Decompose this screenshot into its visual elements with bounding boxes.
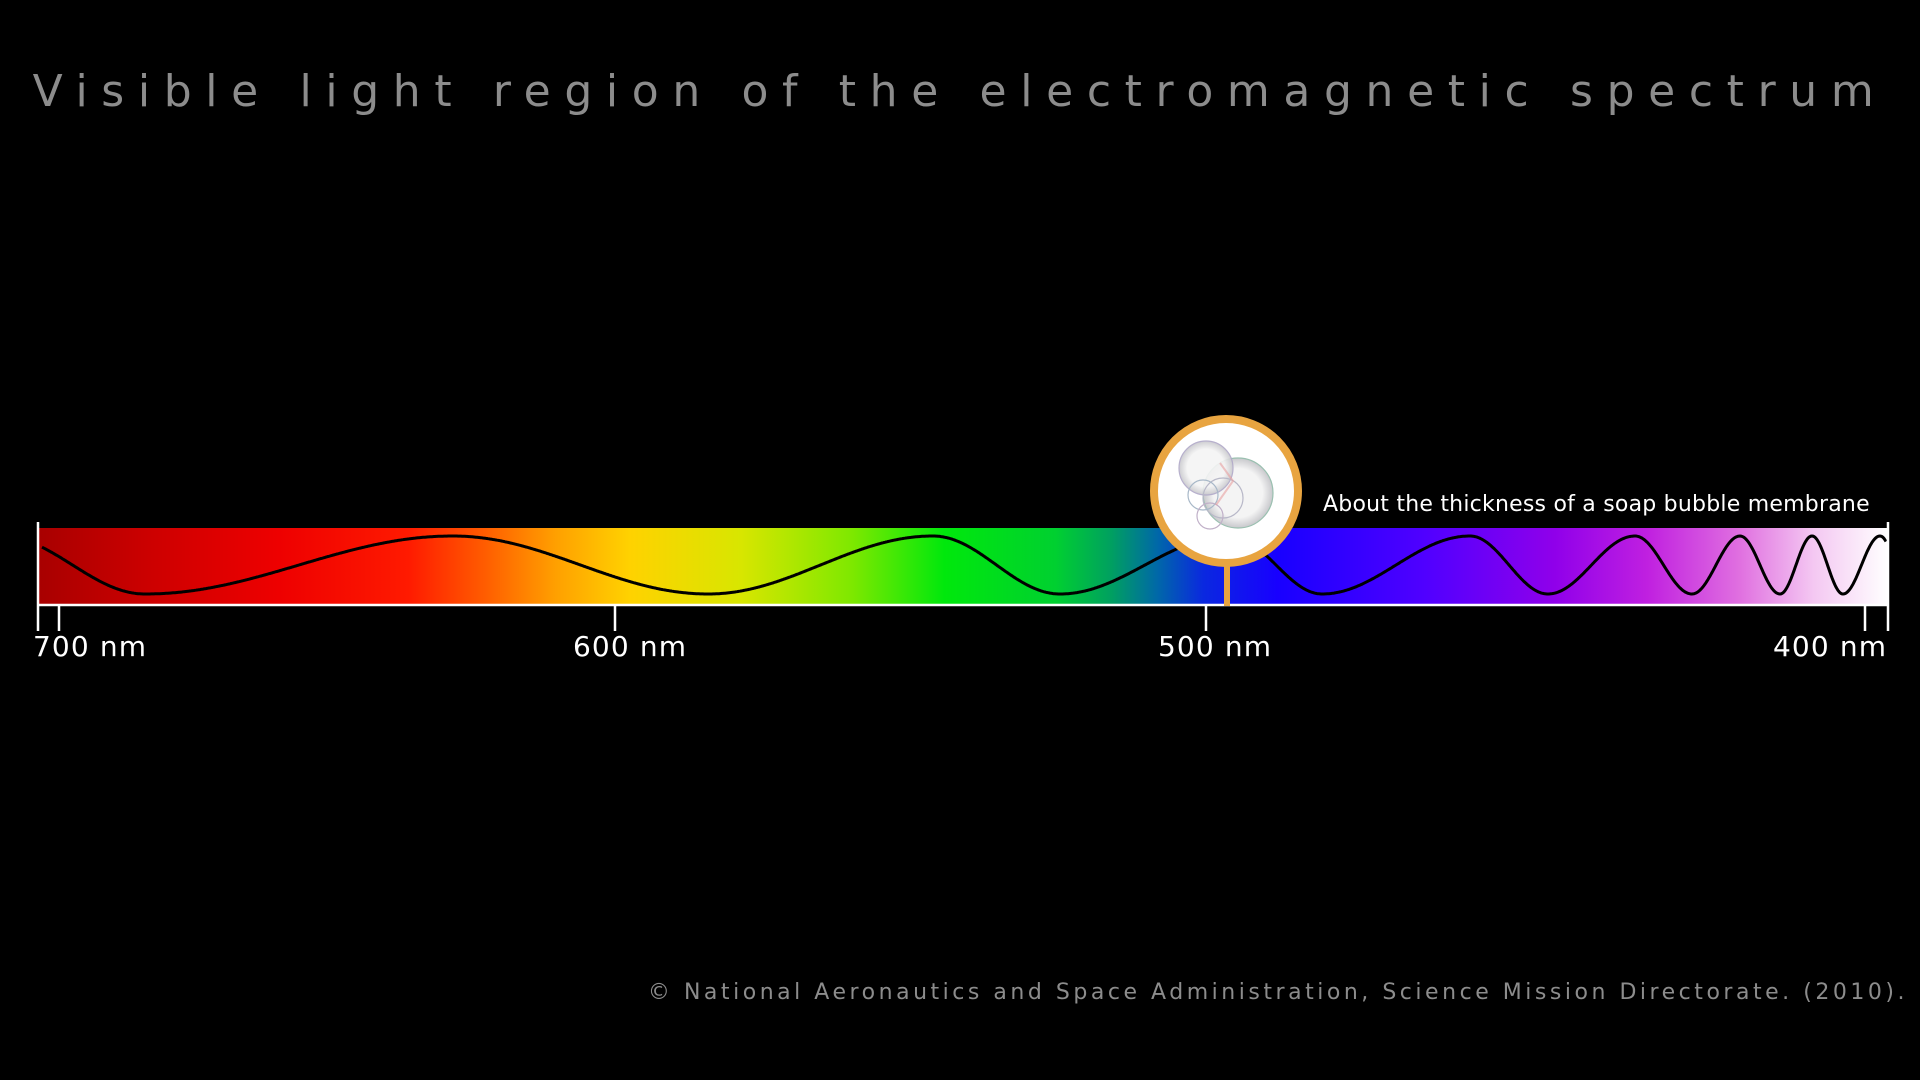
tick-label-700: 700 nm	[33, 630, 148, 663]
marker-stem	[1224, 565, 1230, 606]
tick-label-400: 400 nm	[1773, 630, 1888, 663]
copyright-notice: © National Aeronautics and Space Adminis…	[647, 980, 1908, 1005]
annotation-text: About the thickness of a soap bubble mem…	[1323, 492, 1870, 517]
soap-bubble-icon	[1150, 415, 1302, 567]
tick-label-500: 500 nm	[1158, 630, 1273, 663]
wavelength-wave	[41, 534, 1888, 596]
page-title: Visible light region of the electromagne…	[32, 66, 1888, 117]
visible-spectrum-bar	[38, 528, 1888, 605]
tick-label-600: 600 nm	[573, 630, 688, 663]
